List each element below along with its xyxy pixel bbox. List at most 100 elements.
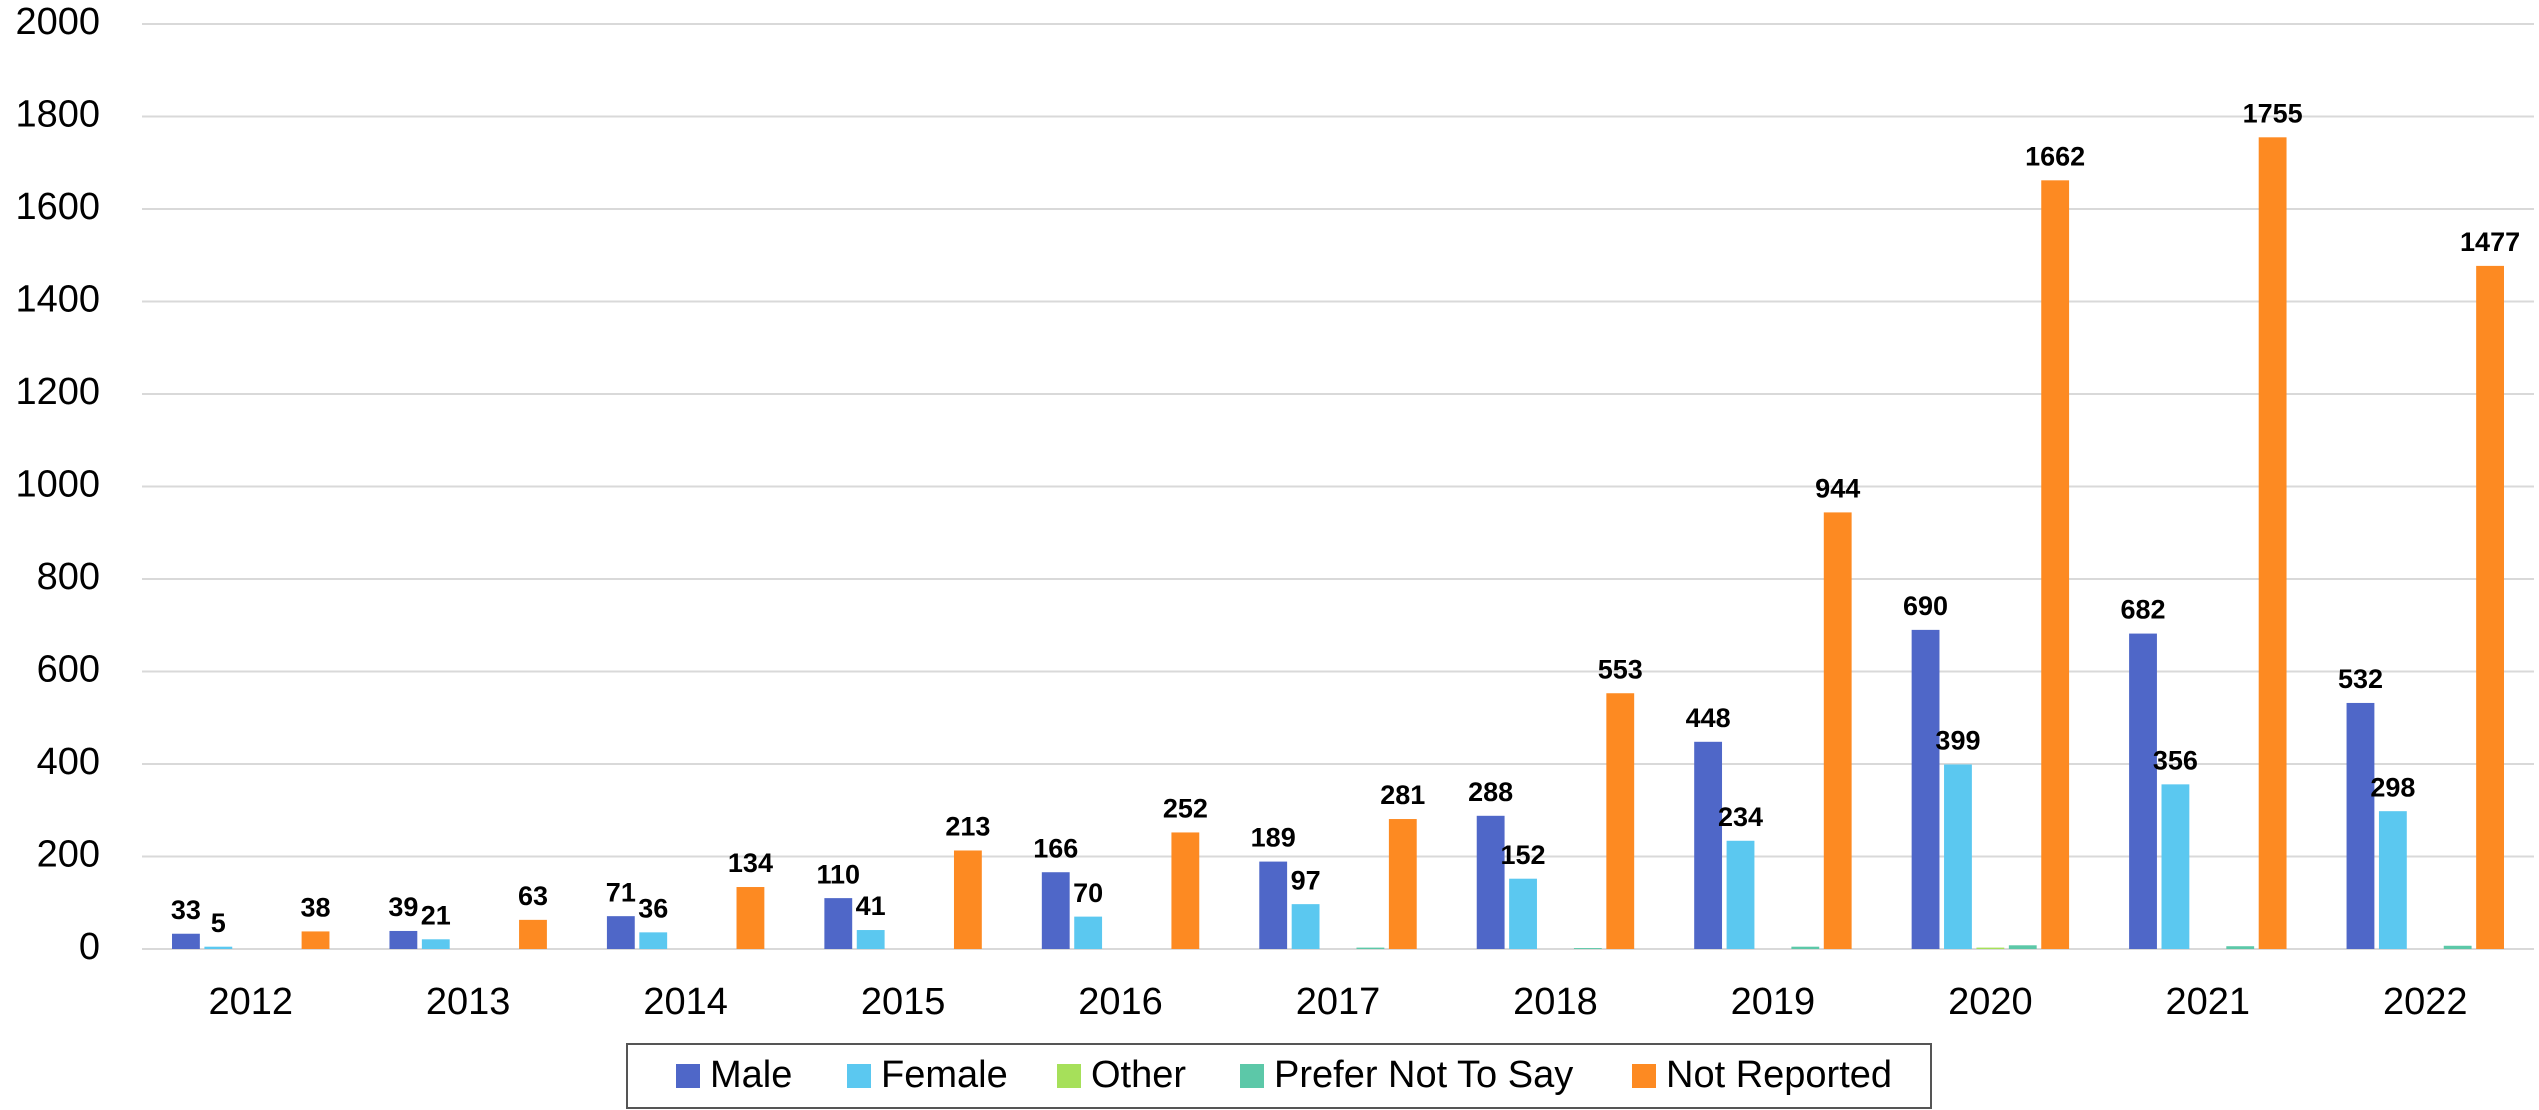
y-tick-label: 600 [37,649,100,691]
data-label: 690 [1903,591,1948,621]
bar [1171,832,1200,949]
y-tick-label: 2000 [15,1,100,43]
data-label: 281 [1380,780,1425,810]
bar [1509,878,1537,949]
data-label: 252 [1163,794,1208,824]
y-tick-label: 1000 [15,464,100,506]
bar [2041,180,2070,949]
y-tick-label: 1200 [15,371,100,413]
bar [1573,948,1602,949]
x-tick-label: 2012 [208,981,293,1023]
bar [2129,633,2157,949]
bar [1388,819,1417,949]
x-tick-label: 2018 [1513,981,1598,1023]
y-tick-label: 200 [37,834,100,876]
data-label: 356 [2153,745,2198,775]
data-label: 1662 [2025,141,2085,171]
data-label: 21 [421,900,451,930]
bar [606,916,635,949]
legend-swatch [847,1064,871,1088]
bar [1356,947,1385,949]
bar [1944,764,1972,949]
bar [1041,872,1070,949]
data-label: 166 [1033,833,1078,863]
legend-swatch [1632,1064,1656,1088]
bar [856,930,885,949]
bar [736,887,765,949]
y-tick-label: 1600 [15,186,100,228]
data-label: 1755 [2243,98,2303,128]
bar [953,850,982,949]
data-label: 41 [856,891,886,921]
data-label: 36 [638,893,668,923]
legend-swatch [1240,1064,1264,1088]
bar [389,930,418,949]
bar [2226,946,2255,949]
x-tick-label: 2017 [1296,981,1381,1023]
data-label: 288 [1468,777,1513,807]
legend-label: Prefer Not To Say [1274,1054,1573,1096]
bar [421,939,450,949]
data-label: 33 [171,895,201,925]
bar [639,932,668,949]
data-label: 70 [1073,878,1103,908]
data-label: 152 [1501,840,1546,870]
data-label: 97 [1291,865,1321,895]
bar [824,898,853,949]
data-label: 5 [211,908,226,938]
data-label: 532 [2338,664,2383,694]
bar [2161,784,2190,949]
legend-swatch [676,1064,700,1088]
legend-label: Other [1091,1054,1186,1096]
bar [1694,741,1723,949]
data-label: 1477 [2460,227,2520,257]
bar [1606,693,1635,949]
bar [1291,904,1320,949]
data-label: 682 [2120,595,2165,625]
bar [1074,916,1103,949]
data-label: 298 [2370,772,2415,802]
data-label: 944 [1815,474,1860,504]
bar [1726,840,1755,949]
data-label: 63 [518,881,548,911]
bar [2476,265,2504,949]
legend-label: Female [881,1054,1008,1096]
bar [2378,811,2407,949]
x-tick-label: 2015 [861,981,946,1023]
bar [519,919,547,949]
bar [172,933,200,949]
x-tick-label: 2013 [426,981,511,1023]
data-label: 110 [817,859,861,889]
bar [1476,815,1505,949]
legend-swatch [1057,1064,1081,1088]
data-label: 448 [1686,703,1731,733]
bar [2346,702,2375,949]
y-tick-label: 400 [37,741,100,783]
bar [1911,629,1940,949]
data-label: 213 [945,812,990,842]
data-label: 553 [1598,654,1643,684]
x-tick-label: 2021 [2166,981,2251,1023]
data-label: 71 [606,877,636,907]
x-tick-label: 2014 [643,981,728,1023]
bar [2258,137,2287,949]
x-tick-label: 2019 [1731,981,1816,1023]
bar [2008,945,2037,949]
bar [1791,946,1820,949]
data-label: 399 [1935,726,1980,756]
legend-label: Male [710,1054,792,1096]
bar [2443,945,2472,949]
bar [1823,512,1852,949]
data-label: 38 [301,893,331,923]
data-label: 189 [1251,823,1296,853]
data-label: 234 [1718,802,1763,832]
bar [1259,861,1288,949]
y-tick-label: 1400 [15,279,100,321]
bar [301,931,330,949]
x-tick-label: 2022 [2383,981,2468,1023]
y-tick-label: 0 [79,926,100,968]
bar [1976,947,2005,949]
legend-label: Not Reported [1666,1054,1892,1096]
x-tick-label: 2020 [1948,981,2033,1023]
